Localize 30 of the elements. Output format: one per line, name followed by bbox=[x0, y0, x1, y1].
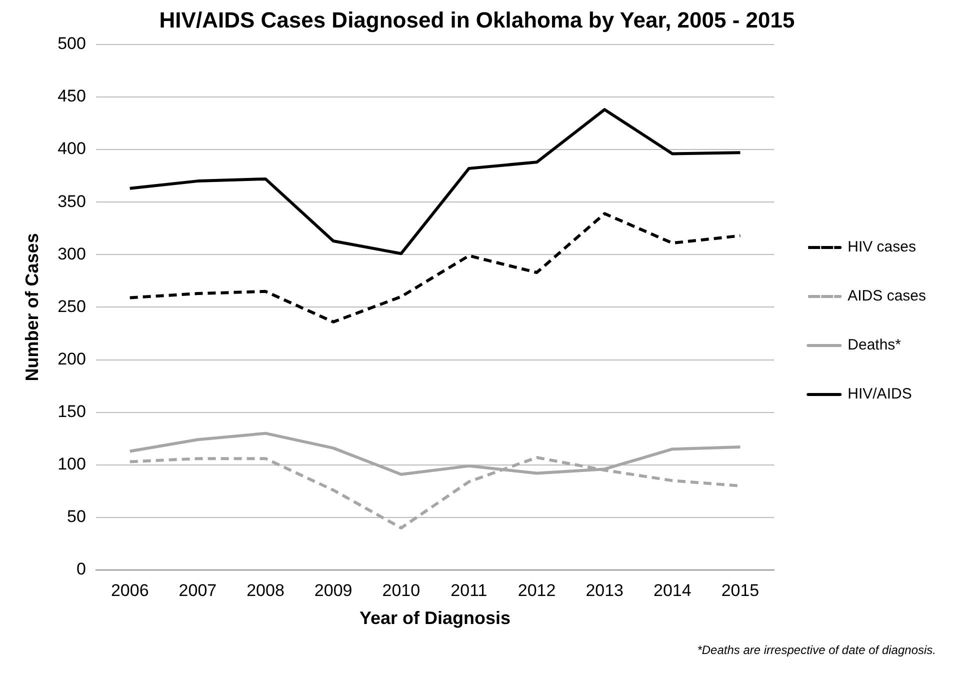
x-tick-label: 2010 bbox=[382, 580, 420, 600]
legend-label: HIV cases bbox=[848, 238, 916, 256]
legend-label: HIV/AIDS bbox=[848, 386, 912, 403]
chart-title: HIV/AIDS Cases Diagnosed in Oklahoma by Year, 2005 - 2015 bbox=[159, 7, 795, 32]
y-tick-label: 100 bbox=[58, 454, 86, 474]
legend-label: Deaths* bbox=[848, 336, 902, 354]
x-tick-label: 2013 bbox=[586, 580, 624, 600]
x-tick-label: 2012 bbox=[518, 580, 556, 600]
y-tick-label: 0 bbox=[76, 560, 86, 579]
y-tick-label: 350 bbox=[58, 192, 86, 211]
x-tick-label: 2009 bbox=[314, 580, 352, 600]
y-tick-label: 50 bbox=[67, 507, 86, 526]
x-tick-label: 2011 bbox=[450, 580, 488, 600]
x-tick-label: 2007 bbox=[178, 580, 217, 600]
x-tick-label: 2015 bbox=[721, 580, 760, 600]
y-tick-label: 300 bbox=[58, 244, 86, 264]
x-axis-title: Year of Diagnosis bbox=[360, 608, 511, 628]
x-tick-label: 2008 bbox=[246, 580, 284, 600]
y-axis-title: Number of Cases bbox=[22, 233, 42, 382]
y-tick-label: 250 bbox=[58, 296, 86, 316]
y-tick-label: 200 bbox=[58, 349, 86, 368]
y-tick-label: 150 bbox=[58, 402, 86, 422]
text: *Deaths are irrespective of date of diagnosis. bbox=[697, 643, 936, 657]
y-tick-label: 500 bbox=[58, 34, 86, 54]
x-tick-label: 2006 bbox=[110, 580, 149, 600]
y-tick-label: 400 bbox=[58, 139, 86, 158]
x-tick-label: 2014 bbox=[654, 580, 692, 600]
y-tick-label: 450 bbox=[58, 86, 86, 106]
line-series bbox=[128, 212, 742, 324]
legend-label: AIDS cases bbox=[848, 288, 926, 305]
